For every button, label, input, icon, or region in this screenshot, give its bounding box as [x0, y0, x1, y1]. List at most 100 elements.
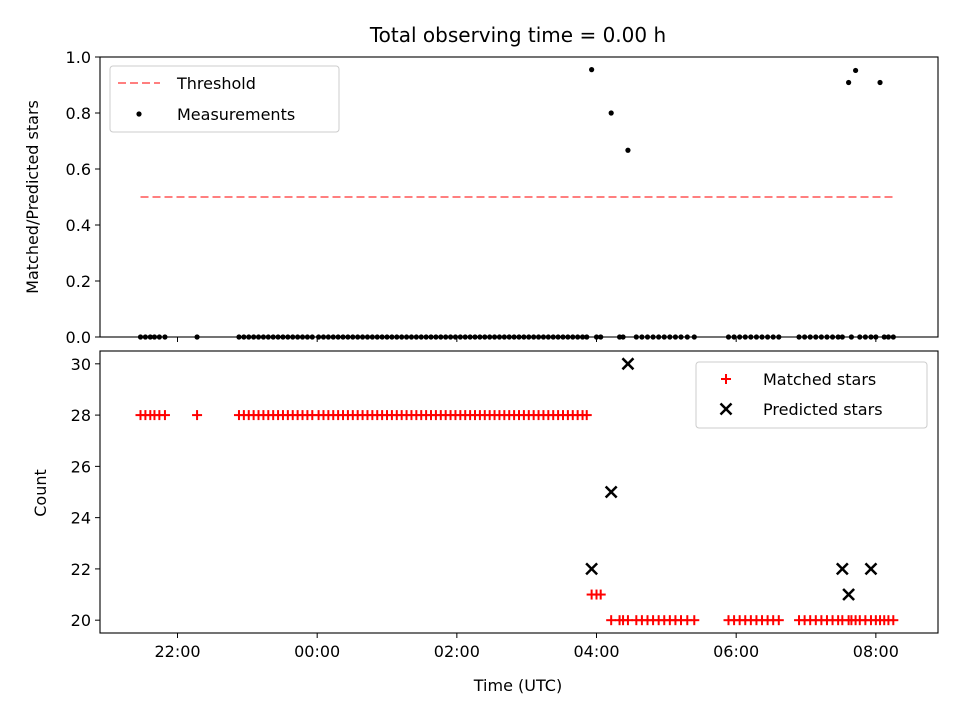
measurement-point	[251, 334, 257, 340]
bottom-y-tick-label: 22	[71, 560, 91, 579]
matched-star-marker	[606, 615, 617, 626]
matched-star-marker	[622, 615, 633, 626]
x-tick-label: 00:00	[294, 642, 340, 661]
measurement-point	[829, 334, 836, 340]
measurement-point	[359, 334, 366, 340]
measurement-point	[521, 334, 527, 340]
measurement-point	[423, 334, 429, 340]
predicted-star-markers	[585, 357, 878, 601]
measurement-point	[570, 334, 576, 340]
legend-predicted-swatch	[719, 402, 733, 416]
measurement-point	[890, 334, 896, 340]
measurement-point	[824, 334, 830, 340]
measurement-point	[369, 334, 375, 340]
measurement-point	[873, 334, 879, 340]
measurement-point	[545, 334, 551, 340]
measurement-point	[482, 334, 488, 340]
measurement-point	[285, 334, 291, 340]
matched-star-marker	[192, 410, 203, 421]
measurement-point	[472, 334, 478, 340]
measurement-point	[162, 334, 168, 340]
measurement-point	[625, 147, 631, 153]
bottom-axes-frame	[99, 350, 939, 634]
bottom-y-tick-label: 28	[71, 406, 91, 425]
measurement-point	[236, 334, 242, 340]
top-y-tick-label: 1.0	[66, 48, 91, 67]
legend-matched-label: Matched stars	[763, 370, 876, 389]
measurement-point	[394, 334, 400, 340]
measurement-point	[661, 334, 667, 340]
measurement-point	[506, 334, 512, 340]
matched-star-markers	[135, 410, 899, 626]
measurement-point	[340, 334, 346, 340]
measurement-point	[452, 334, 459, 340]
measurement-point	[639, 334, 645, 340]
predicted-star-marker	[621, 357, 635, 371]
x-tick-label: 08:00	[853, 642, 899, 661]
top-y-axis-label: Matched/Predicted stars	[23, 100, 42, 294]
top-y-tick-label: 0.2	[66, 272, 91, 291]
measurement-point	[593, 334, 600, 340]
measurement-point	[511, 334, 517, 340]
bottom-legend: Matched stars Predicted stars	[695, 361, 928, 429]
measurement-point	[403, 334, 410, 340]
measurement-point	[290, 334, 296, 340]
legend-threshold-label: Threshold	[176, 74, 256, 93]
bottom-legend-box	[695, 361, 928, 429]
measurement-point	[246, 334, 252, 340]
measurement-point	[598, 334, 604, 340]
measurement-point	[379, 334, 385, 340]
chart-title: Total observing time = 0.00 h	[369, 23, 666, 47]
measurement-point	[644, 334, 651, 340]
matched-star-marker	[888, 615, 899, 626]
measurement-point	[877, 79, 883, 86]
measurement-point	[608, 110, 614, 116]
measurement-point	[575, 334, 581, 340]
x-axis-label: Time (UTC)	[473, 676, 562, 695]
measurement-point	[265, 334, 271, 340]
legend-measurements-swatch	[136, 111, 142, 117]
measurement-point	[147, 334, 153, 340]
matched-star-marker	[689, 615, 700, 626]
measurement-point	[325, 334, 331, 340]
measurement-point	[579, 334, 586, 340]
measurement-point	[550, 334, 556, 340]
measurement-point	[315, 334, 322, 340]
measurement-point	[526, 334, 532, 340]
measurement-point	[633, 334, 639, 340]
measurement-point	[304, 334, 311, 340]
measurement-point	[270, 334, 276, 340]
measurement-point	[142, 334, 148, 340]
top-y-tick-label: 0.6	[66, 160, 91, 179]
matched-star-marker	[595, 589, 606, 600]
bottom-y-tick-label: 24	[71, 509, 91, 528]
top-y-ticks: 0.0 0.2 0.4 0.6 0.8 1.0	[66, 48, 100, 347]
measurement-point	[725, 334, 732, 340]
measurement-point	[295, 334, 301, 340]
measurement-point	[350, 334, 356, 340]
measurement-point	[765, 334, 771, 340]
measurement-point	[428, 334, 434, 340]
measurement-points	[137, 67, 896, 340]
measurement-point	[364, 334, 371, 340]
measurement-point	[487, 334, 493, 340]
top-legend: Threshold Measurements	[109, 65, 340, 133]
matched-star-marker	[159, 410, 170, 421]
legend-plus-marker	[721, 374, 731, 384]
measurement-point	[137, 334, 144, 340]
measurement-point	[447, 334, 454, 340]
measurement-point	[835, 334, 841, 340]
measurement-point	[862, 334, 868, 340]
x-tick-label: 22:00	[154, 642, 200, 661]
measurement-point	[565, 334, 571, 340]
measurement-point	[885, 334, 892, 340]
measurement-point	[560, 334, 566, 340]
measurement-point	[309, 334, 315, 340]
top-legend-box	[109, 65, 340, 133]
measurement-point	[881, 334, 887, 340]
measurement-point	[839, 334, 845, 340]
bottom-y-tick-label: 30	[71, 355, 91, 374]
measurement-point	[516, 334, 522, 340]
legend-measurements-label: Measurements	[177, 105, 295, 124]
predicted-star-marker	[842, 588, 855, 601]
